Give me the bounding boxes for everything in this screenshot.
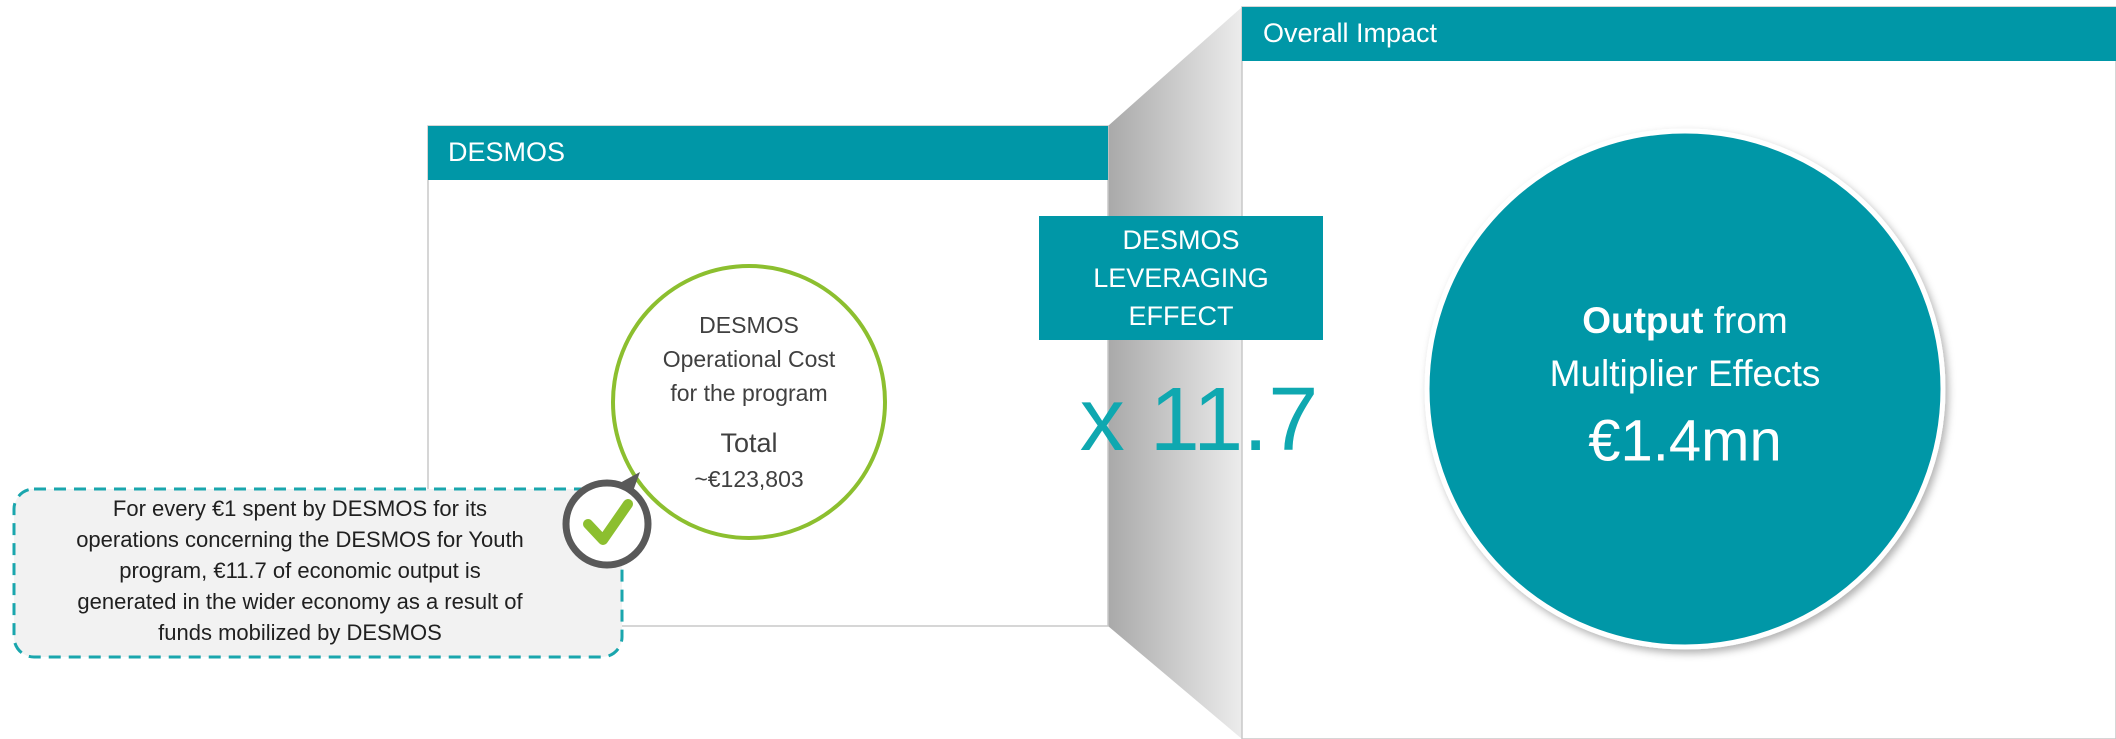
callout-box: [12, 487, 624, 659]
output-value: €1.4mn: [1588, 408, 1781, 473]
check-icon: [562, 472, 652, 569]
output-emphasis: Output: [1582, 300, 1703, 341]
perspective-wall: [1108, 7, 1242, 739]
callout-line: generated in the wider economy as a resu…: [77, 589, 523, 614]
output-rest: from: [1703, 300, 1787, 341]
total-label: Total: [720, 428, 777, 458]
output-line: Output from: [1582, 300, 1788, 341]
callout-line: program, €11.7 of economic output is: [119, 558, 481, 583]
output-line: Multiplier Effects: [1550, 353, 1821, 394]
callout-line: For every €1 spent by DESMOS for its: [113, 496, 487, 521]
leverage-line: LEVERAGING: [1093, 263, 1269, 293]
right-panel-title: Overall Impact: [1263, 18, 1438, 48]
cost-line: for the program: [670, 380, 827, 406]
left-panel-header: [428, 126, 1108, 180]
right-panel-header: [1242, 7, 2116, 61]
leverage-line: EFFECT: [1129, 301, 1234, 331]
total-value: ~€123,803: [694, 466, 803, 492]
cost-circle: [611, 264, 887, 540]
output-circle: [1424, 128, 1946, 650]
left-panel-title: DESMOS: [448, 137, 565, 167]
callout-line: funds mobilized by DESMOS: [158, 620, 442, 645]
cost-line: DESMOS: [699, 312, 799, 338]
leverage-box: [1039, 216, 1323, 340]
callout-line: operations concerning the DESMOS for You…: [76, 527, 524, 552]
multiplier: x 11.7: [1080, 370, 1319, 470]
leverage-line: DESMOS: [1122, 225, 1239, 255]
cost-line: Operational Cost: [663, 346, 836, 372]
